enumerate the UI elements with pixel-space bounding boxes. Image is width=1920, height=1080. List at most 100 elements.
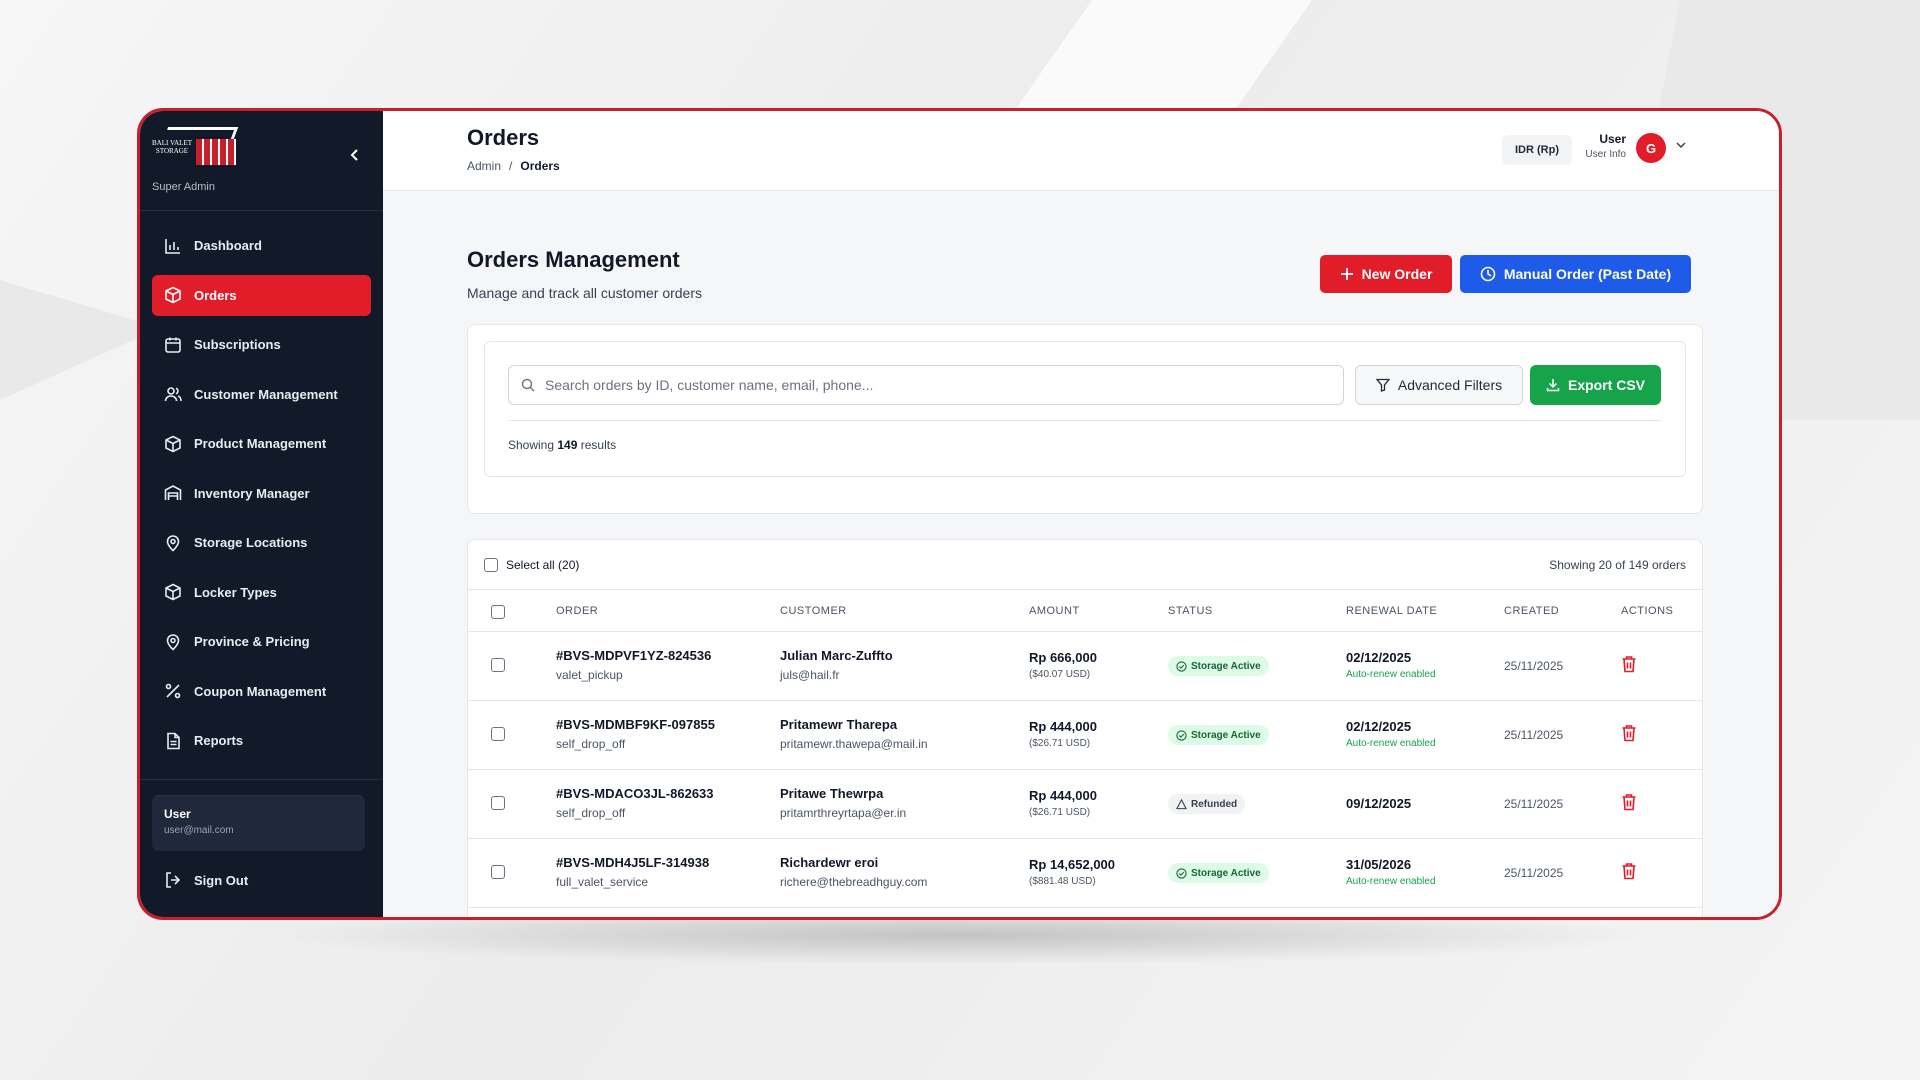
order-id[interactable]: #BVS-MDACO3JL-862633 (556, 786, 714, 801)
sidebar-item-label: Dashboard (194, 238, 262, 253)
chevron-down-icon[interactable] (1675, 139, 1687, 154)
warning-icon (1176, 798, 1187, 809)
order-amount: Rp 666,000 (1029, 650, 1097, 665)
sidebar-item-label: Reports (194, 733, 244, 748)
delete-icon[interactable] (1621, 793, 1637, 816)
sidebar-item-reports[interactable]: Reports (152, 720, 371, 761)
currency-selector[interactable]: IDR (Rp) (1502, 135, 1572, 165)
sidebar-item-label: Province & Pricing (194, 634, 310, 649)
order-amount-usd: ($881.48 USD) (1029, 876, 1096, 887)
created-date: 25/11/2025 (1504, 866, 1564, 880)
users-icon (164, 387, 182, 402)
delete-icon[interactable] (1621, 655, 1637, 678)
order-id[interactable]: #BVS-MDMBF9KF-097855 (556, 717, 715, 732)
sidebar-item-customer-management[interactable]: Customer Management (152, 374, 371, 415)
order-amount-usd: ($26.71 USD) (1029, 807, 1091, 818)
status-label: Storage Active (1191, 729, 1261, 741)
sign-out-button[interactable]: Sign Out (164, 871, 248, 889)
renewal-note: Auto-renew enabled (1346, 738, 1436, 749)
order-id[interactable]: #BVS-MDPVF1YZ-824536 (556, 648, 712, 663)
filter-icon (1375, 378, 1390, 392)
sidebar-item-coupon-management[interactable]: Coupon Management (152, 671, 371, 712)
collapse-sidebar-icon[interactable] (347, 147, 363, 168)
manual-order-button[interactable]: Manual Order (Past Date) (1460, 255, 1691, 293)
new-order-button[interactable]: New Order (1320, 255, 1452, 293)
breadcrumb-admin[interactable]: Admin (467, 159, 502, 173)
percent-icon (165, 683, 181, 699)
customer-name: Pritawe Thewrpa (780, 786, 884, 801)
table-row[interactable]: #BVS-MDACO3JL-862633 self_drop_off Prita… (468, 770, 1702, 839)
sidebar-item-dashboard[interactable]: Dashboard (152, 225, 371, 266)
advanced-filters-button[interactable]: Advanced Filters (1355, 365, 1523, 405)
order-service: valet_pickup (556, 668, 623, 682)
search-input[interactable]: Search orders by ID, customer name, emai… (508, 365, 1344, 405)
sidebar-item-label: Subscriptions (194, 337, 281, 352)
sidebar-item-label: Orders (194, 287, 237, 303)
logout-icon (166, 872, 181, 888)
sidebar-item-province-pricing[interactable]: Province & Pricing (152, 621, 371, 662)
column-header-actions: ACTIONS (1621, 605, 1674, 617)
sidebar-item-storage-locations[interactable]: Storage Locations (152, 522, 371, 563)
search-panel: Search orders by ID, customer name, emai… (467, 324, 1703, 514)
delete-icon[interactable] (1621, 862, 1637, 885)
order-id[interactable]: #BVS-MDH4J5LF-314938 (556, 855, 710, 870)
table-row[interactable]: #BVS-MDPVF1YZ-824536 valet_pickup Julian… (468, 632, 1702, 701)
avatar[interactable]: G (1636, 133, 1666, 163)
column-header-amount: AMOUNT (1029, 605, 1080, 617)
section-subheading: Manage and track all customer orders (467, 285, 702, 301)
row-checkbox[interactable] (491, 865, 505, 879)
manual-order-label: Manual Order (Past Date) (1503, 266, 1672, 282)
row-checkbox[interactable] (491, 727, 505, 741)
order-amount: Rp 14,652,000 (1029, 857, 1116, 872)
created-date: 25/11/2025 (1504, 728, 1564, 742)
status-badge: Refunded (1168, 794, 1246, 814)
breadcrumb: Admin / Orders (467, 159, 560, 173)
divider (508, 420, 1661, 421)
sidebar-item-product-management[interactable]: Product Management (152, 423, 371, 464)
check-circle-icon (1176, 867, 1187, 879)
app-window: BALI VALET STORAGE Super Admin Dashboard… (137, 108, 1782, 920)
section-heading: Orders Management (467, 247, 680, 272)
user-email: user@mail.com (164, 825, 234, 836)
top-bar: Orders Admin / Orders IDR (Rp) User User… (383, 111, 1779, 191)
customer-name: Pritamewr Tharepa (780, 717, 898, 732)
role-label: Super Admin (152, 181, 215, 193)
order-service: self_drop_off (556, 737, 626, 751)
sidebar-item-label: Coupon Management (194, 683, 327, 699)
main-content: Orders Admin / Orders IDR (Rp) User User… (383, 111, 1779, 917)
new-order-label: New Order (1361, 266, 1433, 282)
header-checkbox[interactable] (491, 605, 505, 619)
table-row[interactable]: #BVS-MDH4J5LF-314938 full_valet_service … (468, 839, 1702, 908)
check-circle-icon (1176, 729, 1187, 741)
select-all-checkbox[interactable] (484, 557, 498, 572)
status-badge: Storage Active (1168, 656, 1269, 676)
user-card[interactable]: User user@mail.com (152, 795, 365, 851)
delete-icon[interactable] (1621, 724, 1637, 747)
row-checkbox[interactable] (491, 658, 505, 672)
background-shape (0, 280, 160, 400)
warehouse-icon (164, 485, 182, 500)
results-count: Showing 149 results (508, 438, 617, 452)
map-pin-icon (166, 534, 180, 552)
status-label: Storage Active (1191, 660, 1261, 672)
customer-email: richere@thebreadhguy.com (780, 875, 928, 889)
customer-email: juls@hail.fr (780, 668, 840, 682)
customer-email: pritamrthreyrtapa@er.in (780, 806, 907, 820)
order-service: self_drop_off (556, 806, 626, 820)
sidebar-item-subscriptions[interactable]: Subscriptions (152, 324, 371, 365)
search-card: Search orders by ID, customer name, emai… (484, 341, 1686, 477)
sidebar-item-inventory-manager[interactable]: Inventory Manager (152, 473, 371, 514)
row-checkbox[interactable] (491, 796, 505, 810)
box-icon (165, 583, 181, 601)
user-info[interactable]: User User Info (1578, 132, 1626, 160)
download-icon (1546, 379, 1560, 392)
sidebar-item-label: Inventory Manager (194, 485, 310, 501)
export-csv-button[interactable]: Export CSV (1530, 365, 1661, 405)
export-csv-label: Export CSV (1567, 377, 1645, 393)
table-row[interactable]: #BVS-MDMBF9KF-097855 self_drop_off Prita… (468, 701, 1702, 770)
sidebar-item-locker-types[interactable]: Locker Types (152, 572, 371, 613)
sidebar-item-orders[interactable]: Orders (152, 274, 371, 316)
customer-name: Julian Marc-Zuffto (780, 648, 893, 663)
column-header-renewal-date: RENEWAL DATE (1346, 605, 1438, 617)
sidebar-nav: Dashboard Orders Subscriptions Customer … (140, 211, 383, 761)
